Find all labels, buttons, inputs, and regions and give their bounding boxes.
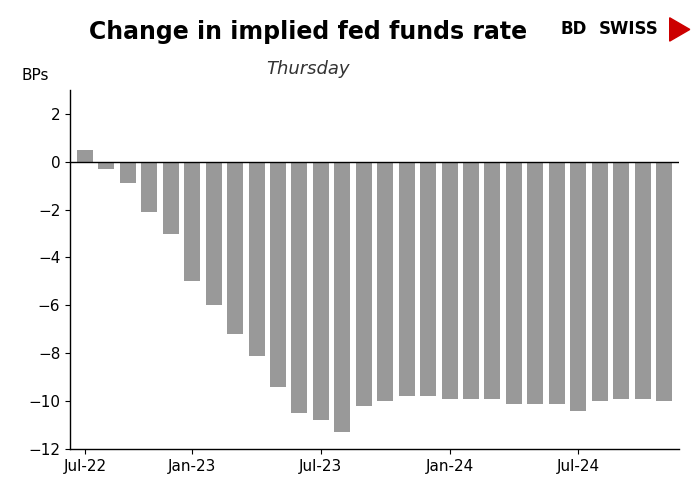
Bar (77, 150, 93, 162)
Text: BD: BD (560, 20, 587, 38)
Bar (335, 162, 351, 432)
Bar (420, 162, 436, 396)
Bar (463, 162, 479, 399)
Bar (398, 162, 414, 396)
Bar (120, 162, 136, 183)
Bar (484, 162, 500, 399)
Bar (356, 162, 372, 406)
Bar (141, 162, 158, 212)
Text: Thursday: Thursday (266, 60, 350, 78)
Bar (570, 162, 587, 411)
Bar (99, 162, 115, 169)
Bar (291, 162, 307, 413)
Bar (313, 162, 329, 420)
Bar (206, 162, 222, 305)
Bar (270, 162, 286, 387)
Bar (227, 162, 243, 334)
Text: Change in implied fed funds rate: Change in implied fed funds rate (89, 20, 527, 44)
Bar (377, 162, 393, 401)
Bar (592, 162, 608, 401)
Bar (527, 162, 543, 404)
Bar (442, 162, 458, 399)
Bar (506, 162, 522, 404)
Bar (549, 162, 565, 404)
Text: BPs: BPs (21, 68, 49, 83)
Text: SWISS: SWISS (598, 20, 658, 38)
Bar (613, 162, 629, 399)
Bar (162, 162, 178, 234)
Bar (634, 162, 650, 399)
Bar (248, 162, 265, 356)
Bar (656, 162, 672, 401)
Polygon shape (670, 18, 690, 41)
Bar (184, 162, 200, 281)
